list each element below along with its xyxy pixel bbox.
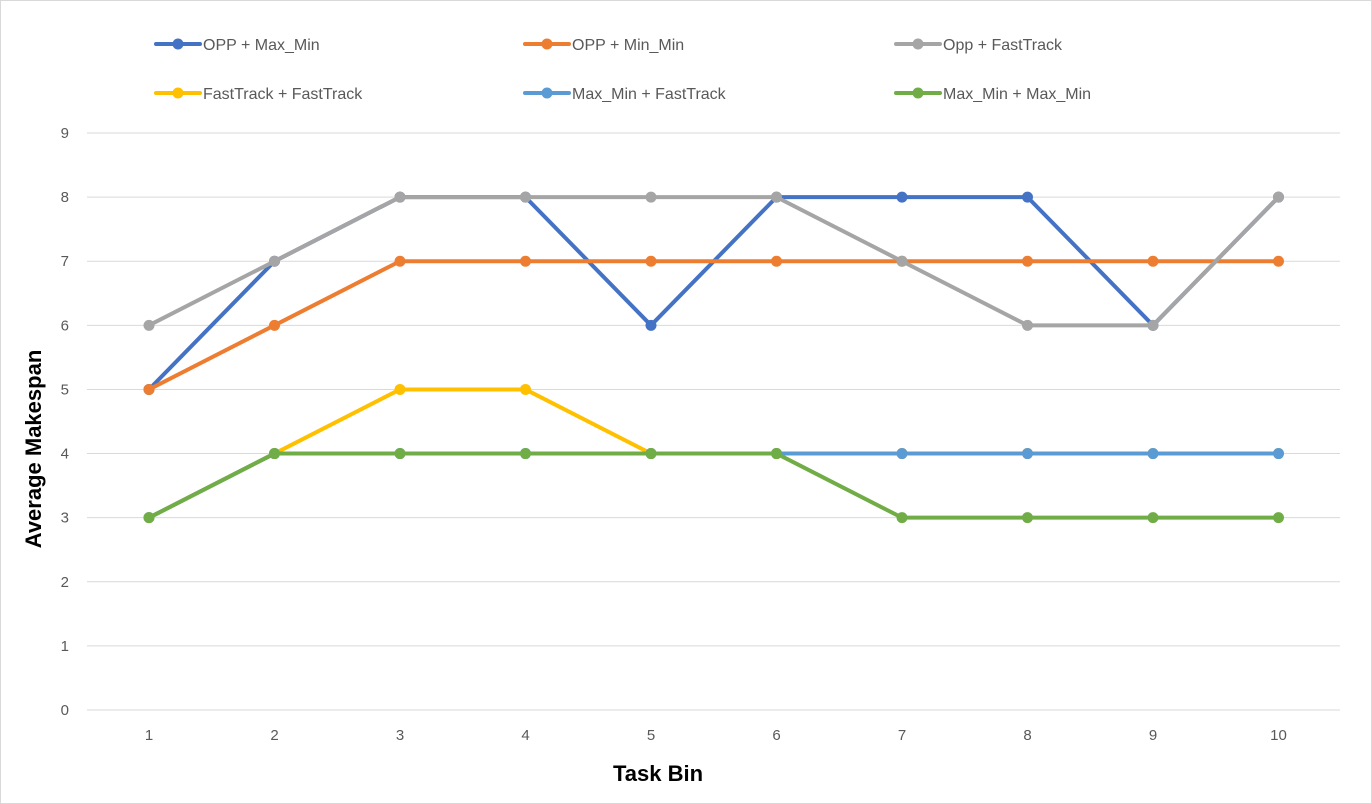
data-point-max-min-max-min-10 <box>1273 512 1284 524</box>
x-tick-label-2: 2 <box>270 727 278 744</box>
data-point-max-min-max-min-9 <box>1147 512 1159 524</box>
x-tick-label-5: 5 <box>647 727 655 744</box>
data-point-opp-max-min-8 <box>1022 191 1033 203</box>
y-tick-label-7: 7 <box>61 253 69 270</box>
legend-label: Max_Min + FastTrack <box>572 86 727 103</box>
y-tick-label-1: 1 <box>61 638 69 655</box>
data-point-opp-fasttrack-3 <box>394 191 406 203</box>
data-point-max-min-max-min-8 <box>1022 512 1033 524</box>
legend-label: FastTrack + FastTrack <box>203 86 363 103</box>
series-opp-min-min <box>143 255 1284 395</box>
data-point-opp-fasttrack-7 <box>896 255 908 267</box>
series-line-opp-max-min <box>147 195 1281 392</box>
x-tick-label-7: 7 <box>898 727 906 744</box>
series-opp-fasttrack <box>143 191 1284 331</box>
legend-item-opp-fasttrack: Opp + FastTrack <box>894 37 1063 54</box>
legend-swatch-marker <box>912 38 924 50</box>
x-tick-label-8: 8 <box>1023 727 1031 744</box>
legend-item-fasttrack-fasttrack: FastTrack + FastTrack <box>154 86 363 103</box>
data-point-opp-fasttrack-2 <box>269 255 280 267</box>
series-max-min-max-min <box>143 448 1284 524</box>
data-point-max-min-max-min-5 <box>645 448 657 460</box>
legend: OPP + Max_Min OPP + Min_Min Opp + FastTrac… <box>154 37 1091 103</box>
y-tick-label-4: 4 <box>61 446 69 463</box>
y-tick-label-3: 3 <box>61 510 69 527</box>
data-point-max-min-fasttrack-9 <box>1147 448 1159 460</box>
data-point-max-min-max-min-4 <box>520 448 531 460</box>
legend-label: Opp + FastTrack <box>943 37 1063 54</box>
data-point-opp-fasttrack-8 <box>1022 319 1033 331</box>
series-line-max-min-fasttrack <box>147 451 1281 520</box>
legend-item-opp-min-min: OPP + Min_Min <box>523 37 684 54</box>
y-tick-label-2: 2 <box>61 574 69 591</box>
data-point-fasttrack-fasttrack-3 <box>394 383 406 395</box>
data-point-opp-min-min-4 <box>520 255 531 267</box>
data-point-opp-fasttrack-4 <box>520 191 531 203</box>
legend-swatch-marker <box>541 38 553 50</box>
series-line-opp-min-min <box>147 259 1281 392</box>
y-tick-label-6: 6 <box>61 317 69 334</box>
data-point-max-min-max-min-3 <box>394 448 406 460</box>
data-point-max-min-fasttrack-7 <box>896 448 908 460</box>
x-tick-label-1: 1 <box>145 727 153 744</box>
data-point-opp-fasttrack-6 <box>771 191 782 203</box>
x-tick-label-6: 6 <box>772 727 780 744</box>
data-point-opp-min-min-2 <box>269 319 280 331</box>
legend-label: Max_Min + Max_Min <box>943 86 1091 103</box>
data-point-opp-min-min-9 <box>1147 255 1159 267</box>
legend-item-max-min-fasttrack: Max_Min + FastTrack <box>523 86 727 103</box>
legend-swatch-marker <box>912 87 924 99</box>
data-point-opp-min-min-5 <box>645 255 657 267</box>
series-opp-max-min <box>143 191 1284 395</box>
data-point-opp-max-min-7 <box>896 191 908 203</box>
series-line-max-min-max-min <box>147 451 1281 520</box>
series-line-opp-fasttrack <box>147 195 1281 328</box>
data-point-opp-fasttrack-10 <box>1273 191 1284 203</box>
series-max-min-fasttrack <box>143 448 1284 524</box>
data-point-max-min-max-min-2 <box>269 448 280 460</box>
data-point-max-min-max-min-7 <box>896 512 908 524</box>
y-tick-label-0: 0 <box>61 702 69 719</box>
y-tick-label-9: 9 <box>61 125 69 142</box>
data-point-fasttrack-fasttrack-4 <box>520 383 531 395</box>
legend-item-max-min-max-min: Max_Min + Max_Min <box>894 86 1091 103</box>
data-point-opp-fasttrack-5 <box>645 191 657 203</box>
x-tick-label-3: 3 <box>396 727 404 744</box>
gridlines <box>87 132 1340 711</box>
legend-swatch-marker <box>541 87 553 99</box>
y-axis-ticks: 0 1 2 3 4 5 6 7 8 9 <box>61 125 69 719</box>
y-tick-label-8: 8 <box>61 189 69 206</box>
data-point-opp-min-min-6 <box>771 255 782 267</box>
data-point-opp-fasttrack-1 <box>143 319 155 331</box>
data-point-max-min-max-min-1 <box>143 512 155 524</box>
series-lines <box>143 191 1284 524</box>
legend-label: OPP + Min_Min <box>572 37 684 54</box>
data-point-max-min-fasttrack-8 <box>1022 448 1033 460</box>
x-tick-label-9: 9 <box>1149 727 1157 744</box>
data-point-opp-fasttrack-9 <box>1147 319 1159 331</box>
legend-label: OPP + Max_Min <box>203 37 320 54</box>
data-point-opp-min-min-3 <box>394 255 406 267</box>
x-axis-ticks: 1 2 3 4 5 6 7 8 9 10 <box>145 727 1287 744</box>
legend-swatch-marker <box>172 87 184 99</box>
y-axis-title: Average Makespan <box>21 350 46 549</box>
x-tick-label-4: 4 <box>521 727 529 744</box>
data-point-max-min-max-min-6 <box>771 448 782 460</box>
data-point-opp-min-min-1 <box>143 383 155 395</box>
legend-item-opp-max-min: OPP + Max_Min <box>154 37 320 54</box>
data-point-opp-min-min-10 <box>1273 255 1284 267</box>
data-point-max-min-fasttrack-10 <box>1273 448 1284 460</box>
x-axis-title: Task Bin <box>613 761 703 786</box>
legend-swatch-marker <box>172 38 184 50</box>
x-tick-label-10: 10 <box>1270 727 1287 744</box>
data-point-opp-max-min-5 <box>645 319 657 331</box>
data-point-opp-min-min-8 <box>1022 255 1033 267</box>
y-tick-label-5: 5 <box>61 381 69 398</box>
